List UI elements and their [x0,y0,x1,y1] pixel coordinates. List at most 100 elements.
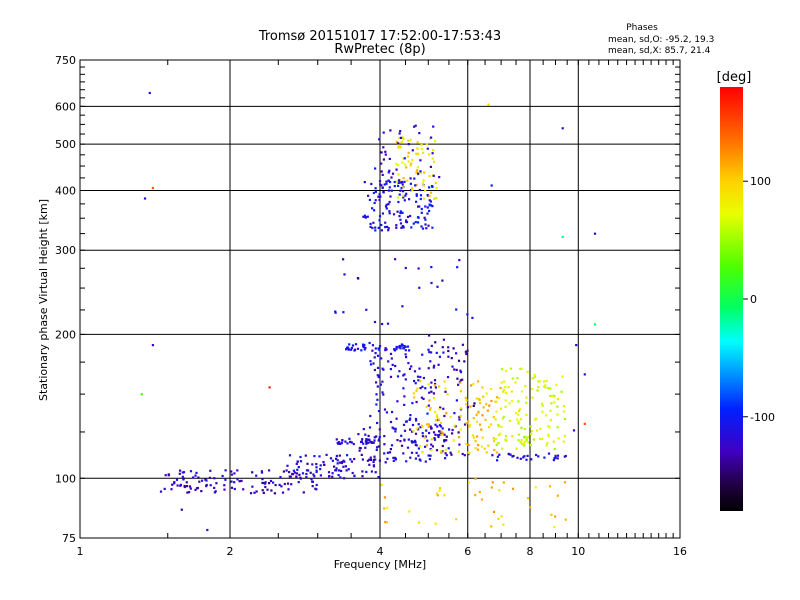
echo-point [426,147,429,150]
echo-point [418,188,421,192]
echo-point [367,438,371,441]
echo-point [437,418,441,421]
echo-point [413,396,416,399]
echo-point [500,368,504,371]
echo-point [350,348,353,351]
echo-point [428,199,431,202]
echo-point [283,482,286,486]
echo-point [445,454,448,457]
y-tick-label: 400 [55,184,76,197]
echo-point [562,440,565,443]
phase-stats-o: mean, sd,O: -95.2, 19.3 [608,35,714,45]
echo-point [286,482,290,485]
echo-point [421,432,424,435]
x-axis-ticks: 1 2 4 6 8 10 16 [77,60,687,558]
echo-point [223,488,226,491]
echo-point [340,469,343,473]
echo-point [373,439,376,442]
echo-point [479,423,482,426]
echo-point [394,364,397,368]
echo-point [335,438,338,441]
echo-point [429,191,433,194]
echo-point [414,441,417,444]
echo-point [362,428,365,431]
echo-point [562,410,565,413]
echo-point [356,347,360,350]
echo-point [399,440,402,443]
echo-point [148,91,151,95]
echo-point [325,453,328,456]
echo-point [350,460,353,463]
echo-point [364,433,367,436]
echo-point [369,456,372,459]
echo-point [151,186,154,190]
echo-point [458,259,461,262]
echo-point [312,473,315,476]
echo-point [545,444,548,447]
echo-point [553,394,556,397]
echo-point [531,377,534,380]
echo-point [170,488,173,491]
echo-point [500,425,503,428]
echo-point [387,203,390,206]
echo-point [511,487,515,490]
echo-point [544,386,547,389]
echo-point [268,482,271,485]
echo-point [517,422,520,425]
echo-point [419,159,422,162]
echo-point [333,465,336,468]
echo-point [318,455,321,458]
echo-point [426,412,429,415]
echo-point [396,439,399,442]
echo-point [499,407,503,410]
echo-point [392,213,396,216]
echo-point [362,442,365,445]
echo-point [524,440,527,443]
echo-point [526,454,529,457]
echo-point [515,447,518,450]
echo-point [549,419,552,422]
echo-point [337,442,340,445]
echo-point [542,380,546,383]
echo-point [224,469,227,472]
echo-point [419,197,422,201]
echo-point [418,286,421,289]
echo-point [456,377,459,380]
echo-point [421,353,424,356]
echo-point [376,385,379,388]
echo-point [390,176,393,179]
echo-point [520,426,523,429]
echo-point [519,441,522,444]
echo-point [377,476,380,479]
echo-point [476,448,480,451]
echo-point [377,439,380,442]
echo-point [490,184,493,187]
echo-point [341,439,344,442]
echo-point [556,405,559,408]
echo-point [498,489,501,492]
colorbar-label: [deg] [717,70,752,85]
echo-point [441,444,444,448]
echo-point [494,438,497,441]
echo-point [386,451,389,454]
echo-point [391,363,394,366]
echo-point [195,471,198,474]
echo-point [533,375,536,379]
echo-point [400,180,404,184]
echo-point [377,410,381,413]
echo-point [556,413,559,416]
echo-point [428,458,431,461]
echo-point [281,491,285,494]
echo-point [509,367,512,370]
echo-point [263,482,266,485]
echo-point [545,379,548,383]
echo-point [205,479,208,482]
echo-point [380,357,383,360]
echo-point [472,404,475,407]
echo-point [189,470,193,473]
echo-point [342,465,345,468]
echo-point [262,491,265,494]
echo-point [456,266,459,269]
echo-point [415,419,418,422]
echo-point [347,347,350,350]
